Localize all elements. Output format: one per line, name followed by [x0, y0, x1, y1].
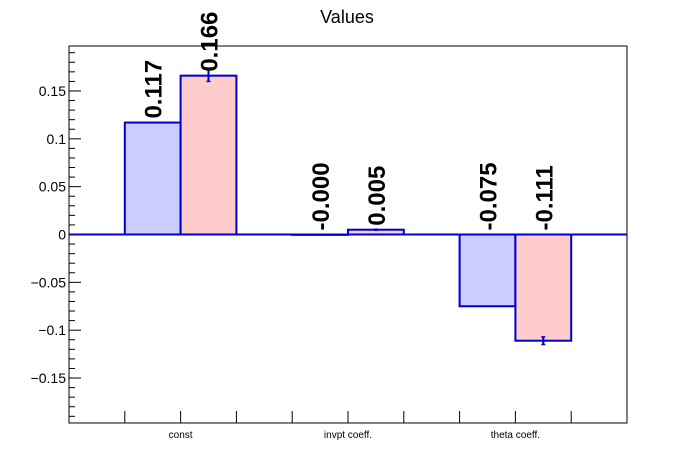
y-tick-label: −0.15 [31, 370, 67, 386]
y-tick-label: 0.05 [39, 179, 66, 195]
value-label: -0.075 [476, 162, 503, 230]
y-tick-label: 0 [58, 227, 66, 243]
bar [458, 233, 517, 308]
value-label: -0.111 [531, 165, 558, 230]
y-tick-label: −0.1 [38, 322, 66, 338]
value-label: -0.000 [308, 162, 335, 230]
category-label: theta coeff. [491, 430, 540, 441]
value-labels-group: 0.117 -0.000 -0.075 0.166 0.005 -0.111 [141, 12, 559, 231]
bar [514, 233, 573, 342]
category-label: invpt coeff. [324, 430, 372, 441]
error-bars-group [206, 69, 546, 346]
bars-group [123, 74, 573, 342]
chart-title: Values [320, 7, 374, 27]
y-tick-label: −0.05 [31, 274, 67, 290]
value-label: 0.005 [364, 166, 391, 226]
y-tick-label: 0.1 [47, 131, 67, 147]
x-axis [124, 411, 572, 423]
y-tick-label: 0.15 [39, 83, 66, 99]
bar [123, 121, 182, 236]
y-axis: −0.15 −0.1 −0.05 0 0.05 0.1 0.15 [31, 52, 81, 417]
category-labels-group: const invpt coeff. theta coeff. [169, 430, 540, 441]
value-label: 0.117 [141, 60, 168, 119]
category-label: const [169, 430, 193, 441]
bar [179, 74, 238, 236]
value-label: 0.166 [197, 12, 224, 72]
